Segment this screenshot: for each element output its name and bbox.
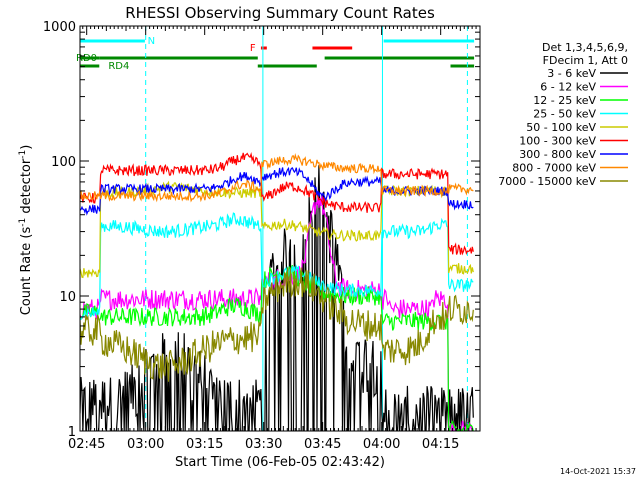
series-line	[80, 152, 474, 203]
legend: Det 1,3,4,5,6,9, FDecim 1, Att 0 3 - 6 k…	[498, 41, 628, 188]
legend-header-detectors: Det 1,3,4,5,6,9,	[542, 41, 628, 54]
y-axis-label-sup2: -1	[18, 150, 28, 159]
x-tick-label: 04:00	[363, 437, 400, 452]
legend-entry-label: 12 - 25 keV	[533, 94, 596, 107]
y-axis-label-end: )	[19, 145, 34, 150]
flare-flag-label: F	[250, 43, 256, 54]
y-tick-label: 1	[68, 425, 76, 440]
x-tick-label: 03:30	[245, 437, 282, 452]
axes: 02:45 03:00 03:15 03:30 03:45 04:00 04:15 1 10 10…	[43, 20, 480, 452]
night-flag-label: N	[148, 36, 155, 47]
y-tick-label: 100	[51, 155, 76, 170]
legend-entry-label: 25 - 50 keV	[533, 108, 596, 121]
y-axis-label-main: Count Rate (s	[19, 227, 34, 316]
flag-bars: N F RD0 RD4	[76, 26, 475, 431]
x-tick-label: 04:15	[422, 437, 459, 452]
series-line	[80, 267, 474, 382]
x-tick-label: 03:45	[304, 437, 341, 452]
x-tick-label: 03:00	[127, 437, 164, 452]
legend-entry-label: 50 - 100 keV	[526, 121, 596, 134]
rd0-flag-label: RD0	[76, 53, 97, 64]
y-axis-label-mid: detector	[19, 158, 34, 218]
series-lines	[80, 151, 474, 431]
series-line	[80, 264, 474, 431]
x-tick-label: 02:45	[68, 437, 105, 452]
y-tick-label: 10	[59, 290, 76, 305]
y-tick-label: 1000	[43, 20, 76, 35]
legend-entry-label: 800 - 7000 keV	[512, 162, 596, 175]
legend-entry-label: 100 - 300 keV	[519, 135, 596, 148]
x-tick-label: 03:15	[186, 437, 223, 452]
plot-frame	[79, 25, 481, 432]
legend-header-fdecim: FDecim 1, Att 0	[543, 54, 628, 67]
legend-entry-label: 300 - 800 keV	[519, 148, 596, 161]
series-line	[80, 166, 474, 216]
chart-title: RHESSI Observing Summary Count Rates	[125, 4, 435, 22]
legend-entry-label: 3 - 6 keV	[547, 67, 596, 80]
legend-entry-label: 6 - 12 keV	[540, 81, 596, 94]
x-axis-label: Start Time (06-Feb-05 02:43:42)	[175, 455, 385, 470]
render-timestamp: 14-Oct-2021 15:37	[560, 467, 636, 476]
y-axis-label-sup1: -1	[18, 218, 28, 227]
rd4-flag-label: RD4	[108, 61, 129, 72]
series-line	[80, 151, 474, 256]
y-axis-label: Count Rate (s-1 detector-1)	[18, 145, 34, 316]
legend-entry-label: 7000 - 15000 keV	[498, 175, 596, 188]
